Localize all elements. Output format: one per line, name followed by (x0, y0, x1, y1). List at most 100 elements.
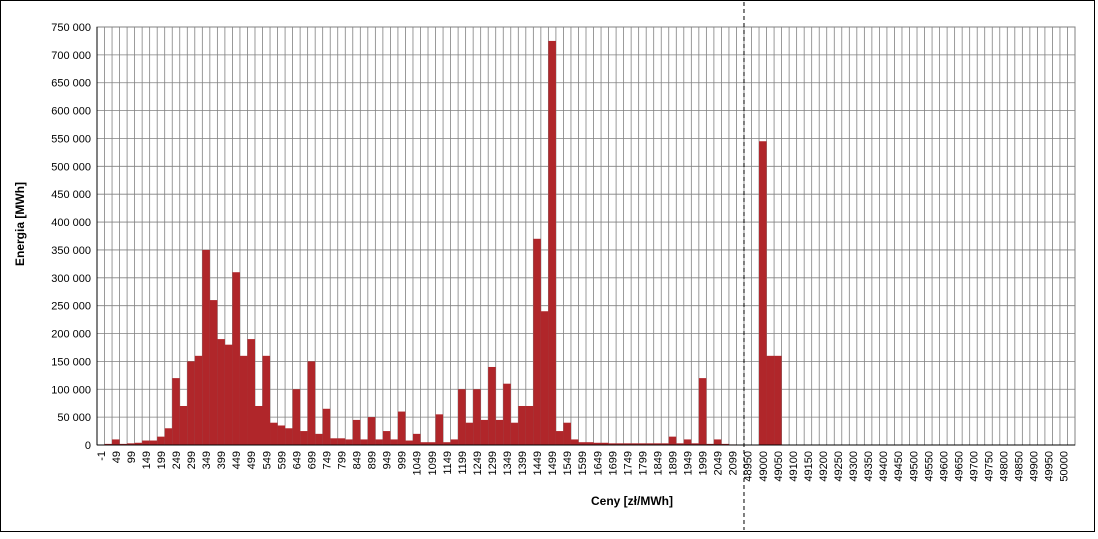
bar (157, 436, 165, 445)
bar (254, 405, 263, 445)
bar (262, 355, 271, 445)
bar (405, 440, 413, 445)
bar (412, 433, 421, 445)
x-tick-label: 49400 (878, 451, 890, 482)
bar (134, 442, 143, 445)
x-tick-label: 399 (216, 451, 228, 469)
bar (187, 361, 195, 445)
bar (367, 417, 376, 445)
bar (239, 355, 248, 445)
x-tick-label: 49 (111, 451, 123, 463)
y-tick-label: 300 000 (51, 273, 91, 285)
x-tick-label: 1599 (577, 451, 589, 475)
bar (638, 443, 647, 445)
bar (420, 442, 429, 445)
bar (172, 378, 180, 445)
x-tick-label: 49100 (788, 451, 800, 482)
x-tick-label: 1499 (547, 451, 559, 475)
bar (270, 422, 278, 445)
y-tick-label: 250 000 (51, 301, 91, 313)
bar (337, 438, 346, 445)
bar (300, 431, 308, 445)
x-tick-label: 2099 (728, 451, 740, 475)
y-tick-label: 650 000 (51, 78, 91, 90)
bar (555, 431, 564, 445)
x-tick-label: 899 (367, 451, 379, 469)
bar (285, 428, 293, 445)
bar (465, 422, 474, 445)
x-tick-label: 1099 (427, 451, 439, 475)
x-tick-label: 2049 (713, 451, 725, 475)
x-tick-label: 49650 (953, 451, 965, 482)
bar (774, 355, 782, 445)
bar (533, 238, 541, 445)
bar (277, 425, 286, 445)
bar (209, 300, 218, 445)
bar (119, 443, 128, 445)
x-tick-label: 49300 (848, 451, 860, 482)
x-tick-label: 49750 (983, 451, 995, 482)
x-tick-label: 49200 (818, 451, 830, 482)
bar (104, 443, 113, 445)
x-tick-label: 1899 (668, 451, 680, 475)
bar (683, 439, 692, 445)
x-tick-label: 799 (337, 451, 349, 469)
bar (345, 439, 353, 445)
bar (112, 439, 120, 445)
bar (721, 443, 729, 445)
bar (525, 405, 534, 445)
x-tick-label: 1649 (592, 451, 604, 475)
x-tick-label: -1 (96, 451, 108, 461)
bar (548, 40, 556, 445)
x-tick-label: 449 (231, 451, 243, 469)
x-tick-label: 49500 (908, 451, 920, 482)
x-tick-label: 949 (382, 451, 394, 469)
bar (676, 443, 684, 445)
bar (202, 249, 210, 445)
bar (164, 428, 173, 445)
x-tick-label: 149 (141, 451, 153, 469)
x-tick-label: 1849 (652, 451, 664, 475)
bar (495, 419, 504, 445)
x-tick-label: 1949 (683, 451, 695, 475)
x-tick-label: 599 (276, 451, 288, 469)
x-tick-label: 1249 (472, 451, 484, 475)
bar (766, 355, 775, 445)
x-tick-label: 49700 (968, 451, 980, 482)
bar (217, 339, 225, 445)
bar (375, 439, 383, 445)
bar (608, 443, 617, 445)
bar (292, 389, 301, 445)
bar (631, 443, 639, 445)
bar (578, 442, 586, 445)
x-tick-label: 349 (201, 451, 213, 469)
bar (518, 405, 526, 445)
x-tick-label: 849 (352, 451, 364, 469)
bar (149, 440, 158, 445)
x-tick-label: 199 (156, 451, 168, 469)
bar (179, 405, 188, 445)
x-tick-label: 649 (291, 451, 303, 469)
bar (503, 383, 511, 445)
bar (360, 439, 368, 445)
bar (510, 422, 519, 445)
bar (397, 411, 406, 445)
bar (194, 355, 203, 445)
y-tick-label: 600 000 (51, 106, 91, 118)
bar (315, 433, 323, 445)
x-tick-label: 49900 (1029, 451, 1041, 482)
x-tick-label: 1199 (457, 451, 469, 475)
x-tick-label: 1449 (532, 451, 544, 475)
bar (382, 431, 391, 445)
x-tick-label: 49000 (758, 451, 770, 482)
x-tick-label: 749 (321, 451, 333, 469)
bar (653, 443, 662, 445)
bar (668, 436, 677, 445)
bar (570, 439, 579, 445)
bar (661, 443, 669, 445)
bar (458, 389, 466, 445)
x-tick-label: 99 (126, 451, 138, 463)
bar (691, 443, 699, 445)
bar (232, 272, 240, 445)
